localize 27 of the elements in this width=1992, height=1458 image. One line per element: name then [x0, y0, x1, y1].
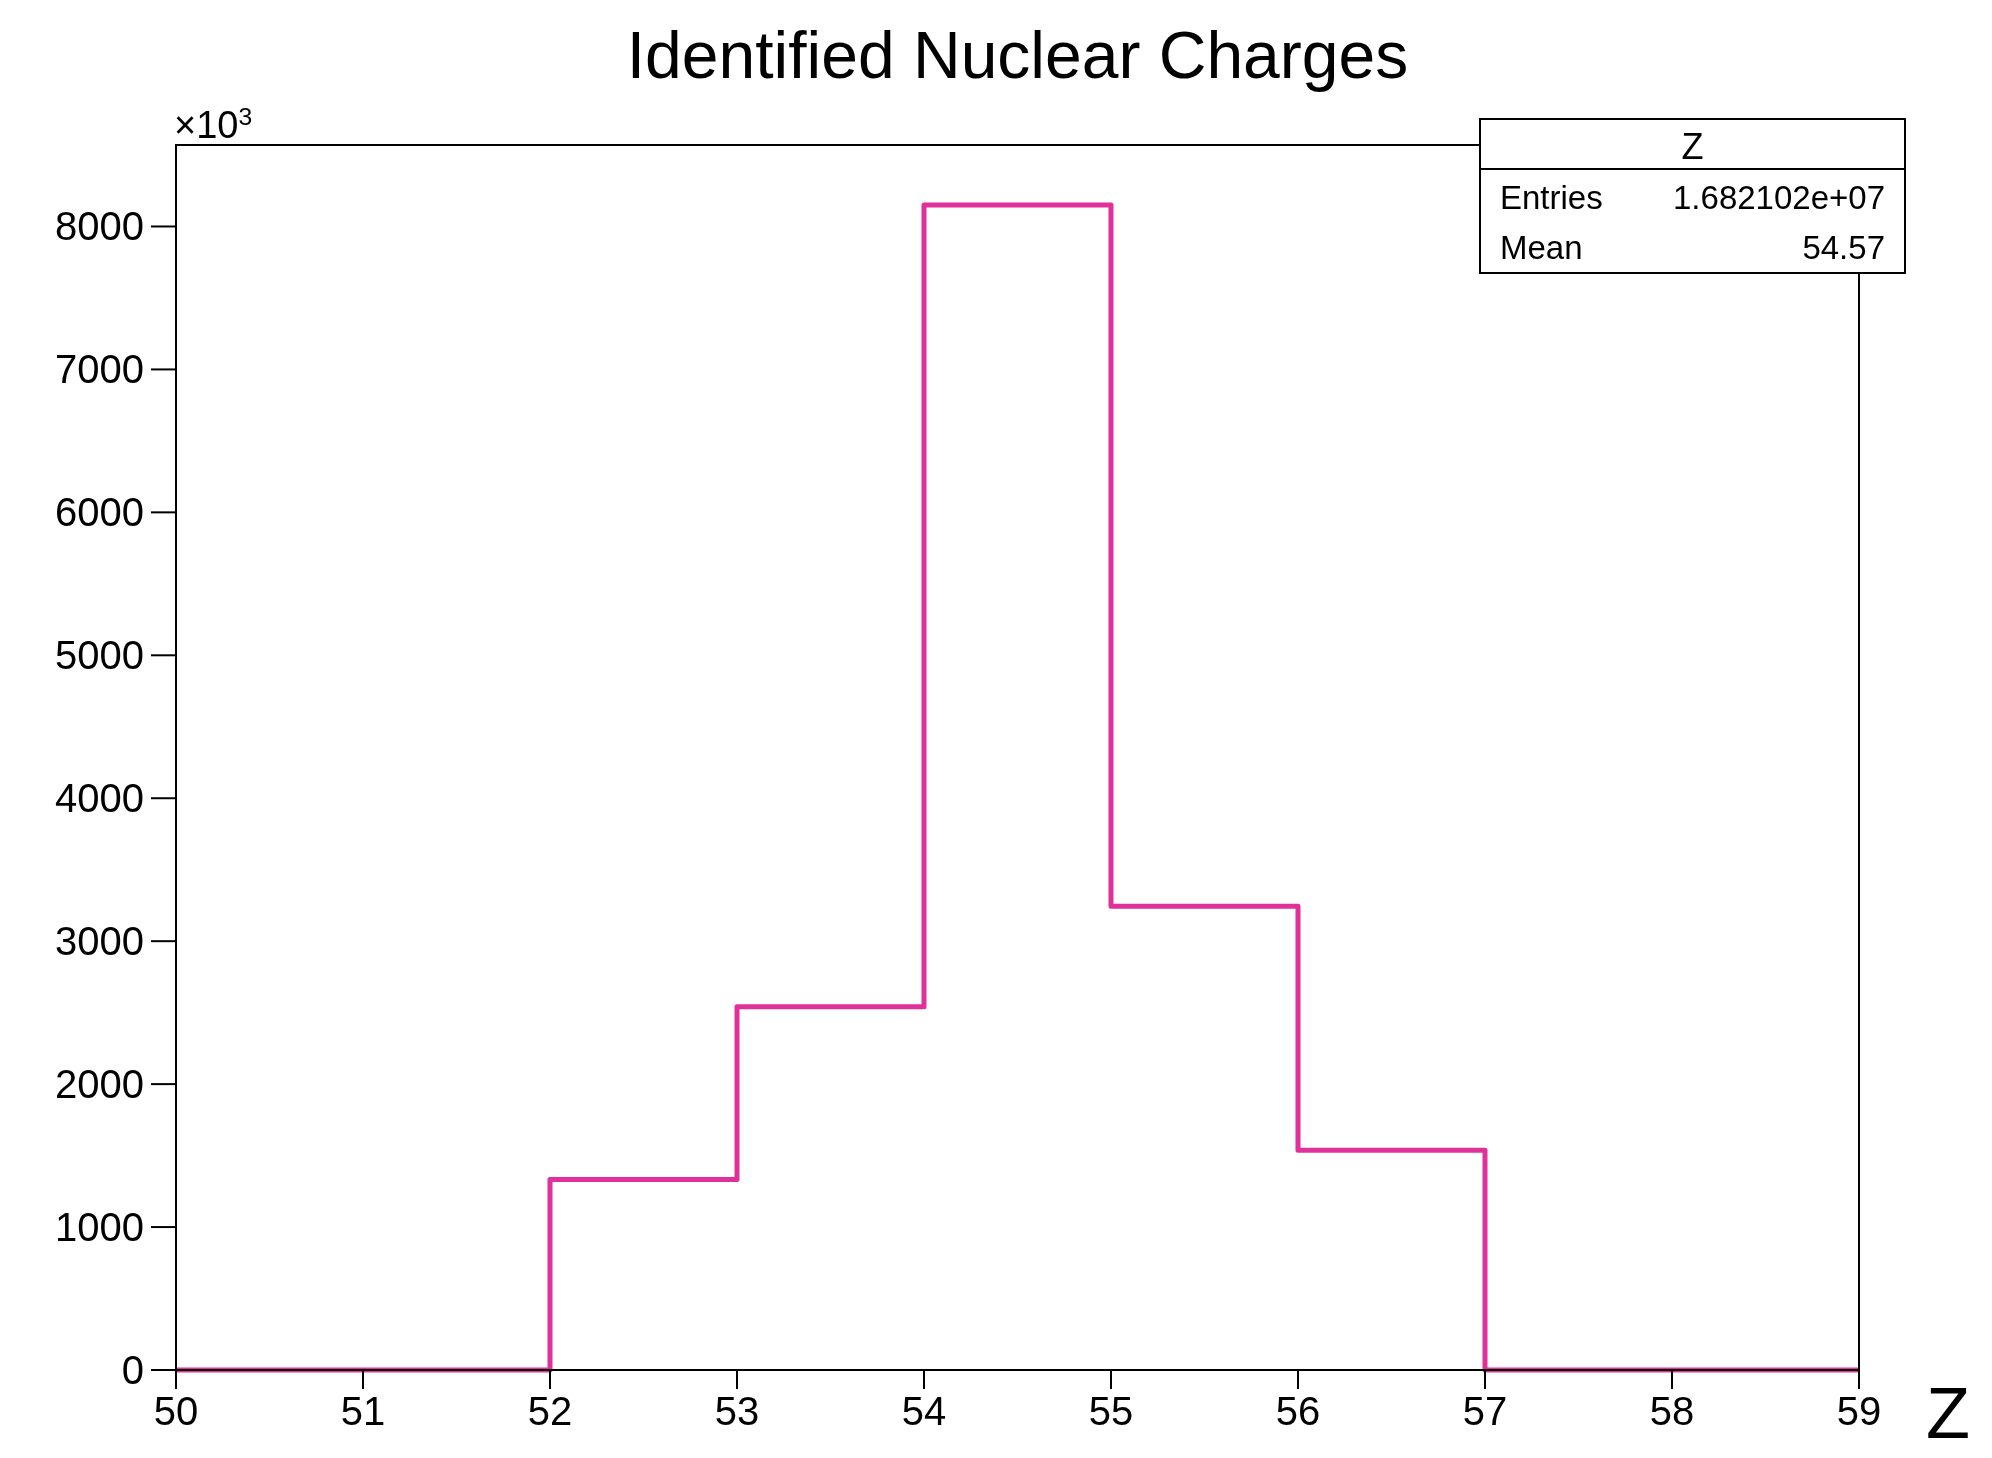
y-tick-label: 4000: [55, 776, 144, 821]
x-tick-label: 50: [153, 1389, 199, 1433]
y-tick-label: 7000: [55, 347, 144, 392]
annotation: 54.57: [1802, 229, 1885, 266]
y-tick-label: 5000: [55, 633, 144, 678]
y-tick-label: 6000: [55, 490, 144, 535]
annotation: 1.682102e+07: [1673, 179, 1885, 216]
y-tick-label: 1000: [55, 1205, 144, 1250]
y-tick-label: 2000: [55, 1062, 144, 1107]
annotation: Entries: [1500, 179, 1603, 216]
x-tick-label: 53: [714, 1389, 760, 1433]
x-tick-label: 54: [901, 1389, 947, 1433]
x-tick-label: 56: [1275, 1389, 1321, 1433]
x-tick-label: 57: [1462, 1389, 1508, 1433]
x-tick-label: 52: [527, 1389, 573, 1433]
y-tick-label: 0: [121, 1348, 144, 1392]
y-tick-label: 3000: [55, 919, 144, 964]
x-tick-label: 58: [1649, 1389, 1695, 1433]
annotation: Z: [1681, 126, 1704, 167]
y-tick-label: 8000: [55, 204, 144, 249]
annotation: Mean: [1500, 229, 1583, 266]
annotation: ×10$^{3}$: [174, 102, 253, 146]
x-axis-title: Z: [1926, 1373, 1970, 1453]
x-tick-label: 55: [1088, 1389, 1134, 1433]
x-tick-label: 51: [340, 1389, 386, 1433]
chart-title: Identified Nuclear Charges: [626, 18, 1409, 92]
x-tick-label: 59: [1836, 1389, 1882, 1433]
